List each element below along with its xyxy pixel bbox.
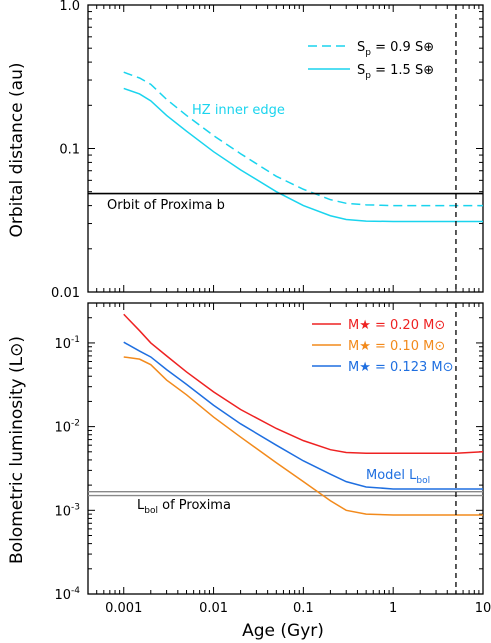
model-lbol-label: Model Lbol — [366, 468, 430, 486]
top-panel: 0.01 0.1 1.0 Sp = 0.9 S⊕ Sp = 1.5 S⊕ HZ inner… — [51, 0, 484, 301]
top-y-tick-label: 0.01 — [51, 286, 80, 301]
top-series-sp-0-9-s- — [123, 71, 483, 207]
x-tick-label: 1 — [389, 601, 397, 616]
legend-label-mass-0: M★ = 0.20 M⊙ — [348, 318, 445, 333]
top-y-tick-label: 0.1 — [59, 143, 80, 158]
bottom-y-axis-title: Bolometric luminosity (L⊙) — [7, 336, 27, 564]
x-tick-label: 10 — [475, 601, 491, 616]
x-tick-label: 0.01 — [199, 601, 228, 616]
bottom-series-m-0-10-m- — [123, 356, 483, 516]
legend-label-sp-1-5: Sp = 1.5 S⊕ — [357, 63, 434, 81]
x-tick-label: 0.001 — [105, 601, 142, 616]
bottom-plot-frame — [87, 302, 484, 595]
bottom-series-m-0-123-m- — [123, 341, 483, 490]
bottom-y-tick-label: 10-3 — [54, 502, 80, 519]
x-axis-title: Age (Gyr) — [242, 621, 324, 641]
bottom-y-tick-label: 10-1 — [54, 335, 80, 352]
x-tick-label: 0.1 — [293, 601, 314, 616]
bottom-y-tick-label: 10-4 — [54, 586, 80, 603]
legend-label-mass-1: M★ = 0.10 M⊙ — [348, 339, 445, 354]
hz-inner-edge-label: HZ inner edge — [192, 103, 285, 118]
bottom-y-tick-label: 10-2 — [54, 419, 80, 436]
top-y-axis-title: Orbital distance (au) — [7, 63, 27, 238]
top-series-sp-1-5-s- — [123, 87, 483, 223]
legend-label-sp-0-9: Sp = 0.9 S⊕ — [357, 40, 434, 58]
bottom-series-m-0-20-m- — [123, 313, 484, 455]
bottom-panel: 10-4 10-3 10-2 10-1 0.001 0.01 0.1 1 10 M★ = 0.20… — [54, 302, 491, 616]
orbit-proxima-b-label: Orbit of Proxima b — [107, 198, 225, 213]
legend-label-mass-2: M★ = 0.123 M⊙ — [348, 360, 454, 375]
top-y-tick-label: 1.0 — [59, 0, 80, 14]
proxima-lbol-label: Lbol of Proxima — [137, 498, 231, 516]
